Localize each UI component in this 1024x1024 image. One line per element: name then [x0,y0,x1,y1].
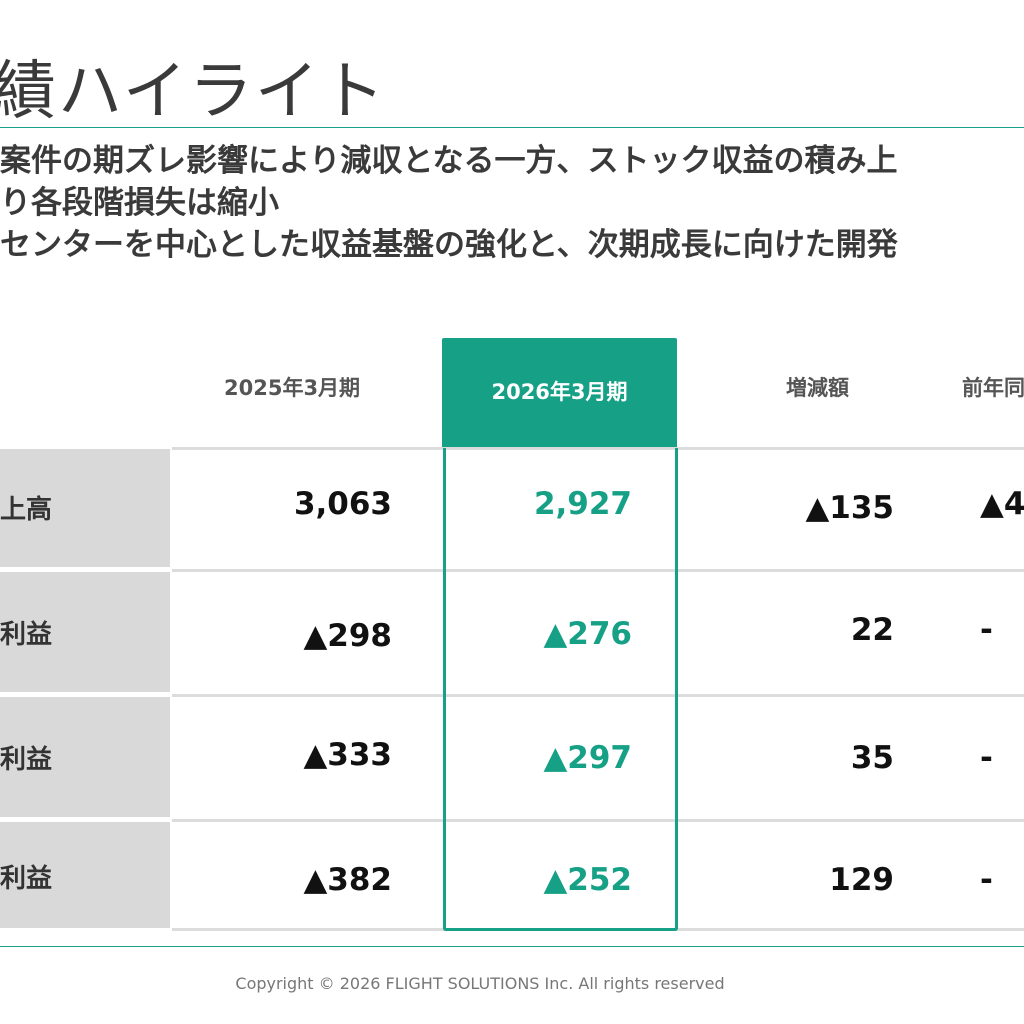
summary-bullets: 案件の期ズレ影響により減収となる一方、ストック収益の積み上 り各段階損失は縮小 … [0,140,1024,266]
title-divider [0,127,1024,128]
copyright-footer: Copyright © 2026 FLIGHT SOLUTIONS Inc. A… [235,974,725,993]
table-cell-current: 2,927 [533,486,632,522]
table-top-rule [172,447,1024,450]
row-label: 業利益 [0,620,53,650]
row-label: 純利益 [0,864,53,894]
table-cell-current: ▲252 [543,862,632,898]
table-cell-diff: ▲135 [805,490,894,526]
bullet-3: センターを中心とした収益基盤の強化と、次期成長に向けた開発 [0,227,898,263]
row-label: 売上高 [0,495,53,525]
table-cell-current: ▲276 [543,616,632,652]
column-header-diff: 増減額 [786,376,849,400]
table-cell-current: ▲297 [543,740,632,776]
row-divider [172,819,1024,822]
row-label: 常利益 [0,745,53,775]
row-divider [172,694,1024,697]
page-title: 績ハイライト [0,55,387,129]
column-header-current: 2026年3月期 [491,380,628,404]
column-header-current-highlight: 2026年3月期 [442,338,677,448]
table-cell-diff: 129 [829,862,894,898]
table-cell-yoy: ▲4 [980,486,1024,522]
table-cell-prev: ▲333 [303,737,392,773]
table-cell-prev: ▲298 [303,618,392,654]
table-cell-diff: 22 [850,612,894,648]
row-label-cell: 売上高 [0,449,170,567]
table-cell-diff: 35 [850,740,894,776]
table-cell-yoy: - [980,862,993,898]
current-column-outline [443,448,678,931]
table-cell-yoy: - [980,740,993,776]
table-cell-prev: ▲382 [303,862,392,898]
row-label-cell: 純利益 [0,822,170,928]
table-cell-prev: 3,063 [293,486,392,522]
column-header-prev: 2025年3月期 [224,376,361,400]
table-cell-yoy: - [980,612,993,648]
row-label-cell: 業利益 [0,572,170,692]
column-header-yoy: 前年同 [962,376,1024,400]
bullet-1: 案件の期ズレ影響により減収となる一方、ストック収益の積み上 [0,143,898,179]
footer-divider [0,946,1024,947]
bullet-2: り各段階損失は縮小 [0,185,279,221]
row-divider [172,569,1024,572]
row-label-cell: 常利益 [0,697,170,817]
